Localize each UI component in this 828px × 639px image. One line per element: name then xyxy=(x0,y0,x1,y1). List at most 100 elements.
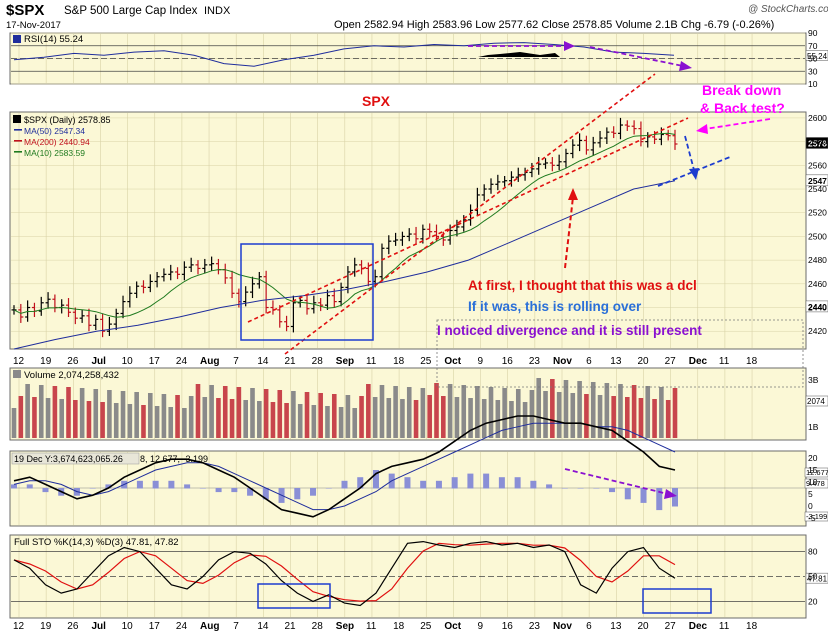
macd-histogram-bar xyxy=(11,484,17,488)
x-tick-label: 14 xyxy=(257,621,269,632)
x-tick-label: Aug xyxy=(200,621,219,632)
volume-bar xyxy=(237,387,242,438)
volume-bar xyxy=(230,399,235,438)
volume-bar xyxy=(543,391,548,438)
price-legend-3: MA(10) 2583.59 xyxy=(24,148,85,158)
x-tick-label: 18 xyxy=(393,356,405,367)
x-tick-label: Nov xyxy=(553,621,572,632)
volume-bar xyxy=(46,398,51,438)
x-tick-label: Oct xyxy=(444,356,461,367)
volume-title: Volume 2,074,258,432 xyxy=(24,370,119,381)
x-tick-label: 9 xyxy=(478,356,484,367)
volume-bar xyxy=(175,395,180,438)
volume-bar xyxy=(591,382,596,438)
x-tick-label: 11 xyxy=(366,621,377,632)
volume-bar xyxy=(243,400,248,438)
volume-bar xyxy=(632,385,637,438)
price-y-tick: 2540 xyxy=(808,184,827,194)
macd-histogram-bar xyxy=(420,481,426,489)
volume-bar xyxy=(271,402,276,438)
price-stats: Open 2582.94 High 2583.96 Low 2577.62 Cl… xyxy=(334,19,774,31)
volume-bar xyxy=(373,397,378,438)
x-tick-label: 16 xyxy=(502,356,514,367)
volume-bar xyxy=(666,400,671,438)
x-tick-label: 26 xyxy=(67,621,79,632)
macd-histogram-bar xyxy=(609,488,615,492)
macd-histogram-bar xyxy=(546,484,552,488)
volume-bar xyxy=(73,400,78,438)
price-y-tick: 2460 xyxy=(808,279,827,289)
x-tick-label: 21 xyxy=(285,356,297,367)
x-tick-label: 11 xyxy=(366,356,377,367)
volume-bar xyxy=(298,404,303,438)
volume-bar xyxy=(80,388,85,438)
volume-bar xyxy=(223,386,228,438)
volume-bar xyxy=(564,380,569,438)
header: $SPX S&P 500 Large Cap Index INDX @ Stoc… xyxy=(6,2,828,31)
volume-bar xyxy=(87,401,92,438)
volume-bar xyxy=(93,389,98,438)
rsi-y-tick: 90 xyxy=(808,28,818,38)
macd-histogram-bar xyxy=(452,477,458,488)
volume-bar xyxy=(434,383,439,438)
macd-histogram-bar xyxy=(515,477,521,488)
sto-y-tick: 80 xyxy=(808,547,818,557)
x-tick-label: 26 xyxy=(67,356,79,367)
volume-bar xyxy=(639,398,644,438)
volume-bar xyxy=(421,388,426,438)
macd-histogram-bar xyxy=(153,481,159,489)
x-tick-label: 18 xyxy=(746,621,758,632)
macd-histogram-bar xyxy=(483,474,489,489)
x-tick-label: 25 xyxy=(420,356,432,367)
volume-bar xyxy=(128,404,133,438)
volume-bar xyxy=(339,407,344,438)
x-tick-label: 12 xyxy=(13,621,25,632)
x-tick-label: 23 xyxy=(529,356,541,367)
volume-bar xyxy=(53,386,58,438)
volume-bar xyxy=(305,392,310,438)
volume-bar xyxy=(625,397,630,438)
macd-y-tick: 5 xyxy=(808,489,813,499)
back-test-annotation: & Back test? xyxy=(700,100,785,116)
x-tick-label: 12 xyxy=(13,356,25,367)
macd-y-tick: 0 xyxy=(808,501,813,511)
x-tick-label: 24 xyxy=(176,356,188,367)
rsi-y-tick: 50 xyxy=(808,54,818,64)
x-tick-label: Oct xyxy=(444,621,461,632)
volume-legend-swatch xyxy=(13,370,21,378)
x-tick-label: 27 xyxy=(665,356,677,367)
volume-bar xyxy=(570,393,575,438)
volume-bar xyxy=(284,403,289,438)
volume-bar xyxy=(209,385,214,438)
sto-y-tick: 50 xyxy=(808,572,818,582)
break-down-annotation: Break down xyxy=(702,82,781,98)
x-tick-label: 13 xyxy=(610,621,622,632)
price-legend-swatch xyxy=(13,115,21,123)
volume-bar xyxy=(673,388,678,438)
macd-histogram-bar xyxy=(593,488,599,489)
rsi-y-tick: 70 xyxy=(808,41,818,51)
volume-bar xyxy=(530,390,535,438)
macd-histogram-bar xyxy=(404,477,410,488)
exchange: INDX xyxy=(204,5,231,17)
rsi-y-tick: 30 xyxy=(808,66,818,76)
price-y-tick: 2600 xyxy=(808,113,827,123)
price-y-tick: 2420 xyxy=(808,326,827,336)
volume-bar xyxy=(168,407,173,438)
macd-histogram-bar xyxy=(342,481,348,489)
x-tick-label: 27 xyxy=(665,621,677,632)
volume-bar xyxy=(134,392,139,438)
volume-bar xyxy=(257,401,262,438)
volume-bar xyxy=(618,384,623,438)
volume-bar xyxy=(216,398,221,438)
spx-annotation: SPX xyxy=(362,93,391,109)
x-tick-label: 19 xyxy=(40,356,52,367)
x-tick-label: 23 xyxy=(529,621,541,632)
macd-histogram-bar xyxy=(530,481,536,489)
x-tick-label: Jul xyxy=(91,356,106,367)
volume-bar xyxy=(155,406,160,438)
x-tick-label: 7 xyxy=(233,356,239,367)
